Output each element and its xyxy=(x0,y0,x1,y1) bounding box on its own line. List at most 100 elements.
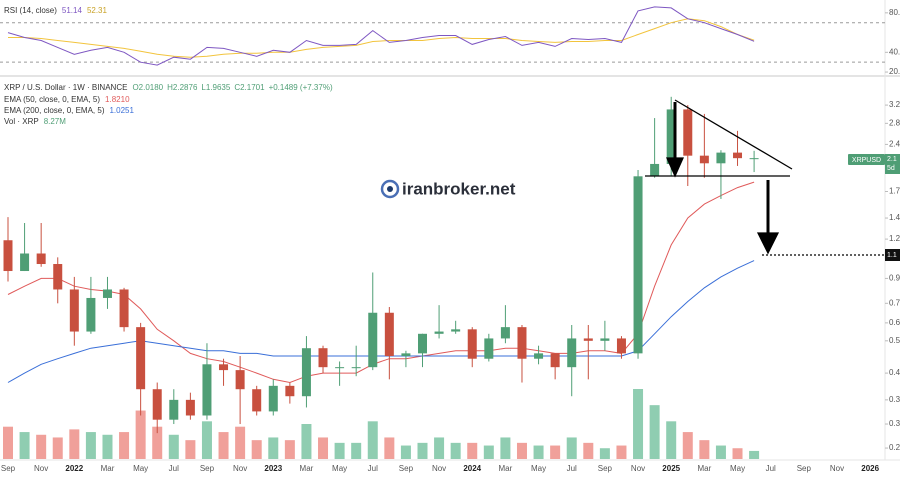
volume-bar xyxy=(85,432,96,459)
volume-bar xyxy=(301,424,312,459)
candle-body xyxy=(434,331,444,334)
candle-body xyxy=(185,399,195,416)
candle-body xyxy=(202,364,212,416)
volume-bar xyxy=(218,432,229,459)
x-tick-label: Nov xyxy=(631,464,645,473)
volume-bar xyxy=(318,437,329,459)
legend-name: EMA (200, close, 0, EMA, 5) xyxy=(4,106,105,115)
candle-body xyxy=(36,253,46,265)
volume-bar xyxy=(268,437,279,459)
x-tick-label: May xyxy=(730,464,745,473)
y-tick-label: 0.26 xyxy=(889,443,900,452)
x-tick-label: Nov xyxy=(233,464,247,473)
candle-body xyxy=(666,109,676,164)
legend-value: 1.8210 xyxy=(105,95,130,104)
candle-body xyxy=(683,109,693,156)
candle-body xyxy=(699,155,709,164)
volume-bar xyxy=(400,445,411,459)
candle-body xyxy=(69,289,79,332)
ohlc-label: +0.1489 (+7.37%) xyxy=(269,83,333,92)
x-tick-label: Sep xyxy=(399,464,414,473)
volume-bar xyxy=(649,405,660,459)
volume-bar xyxy=(583,442,594,459)
candle-body xyxy=(219,364,229,371)
pattern xyxy=(645,99,885,256)
candle-body xyxy=(318,348,328,368)
candle-body xyxy=(268,385,278,412)
volume-bar xyxy=(284,440,295,459)
rsi-tick-label: 80.00 xyxy=(889,8,900,17)
y-tick-label: 0.75 xyxy=(889,298,900,307)
ohlc-label: O2.0180 xyxy=(132,83,163,92)
candle-body xyxy=(749,158,759,160)
candle-body xyxy=(119,289,129,328)
candle-body xyxy=(235,370,245,390)
rsi-ma-line xyxy=(8,18,755,58)
legend-name: Vol · XRP xyxy=(4,117,39,126)
candle-body xyxy=(733,152,743,159)
candle-body xyxy=(102,289,112,298)
candle-body xyxy=(3,240,13,272)
volume-bar xyxy=(550,445,561,459)
watermark-text: iranbroker.net xyxy=(402,179,516,198)
ohlc-label: L1.9635 xyxy=(201,83,230,92)
x-tick-label: Jul xyxy=(368,464,378,473)
candle-body xyxy=(600,338,610,341)
arrow-head xyxy=(756,232,780,255)
x-tick-label: 2022 xyxy=(65,464,83,473)
rsi-title: RSI (14, close) xyxy=(4,6,57,15)
target-tag-text: 1.1 xyxy=(887,252,897,259)
x-tick-label: Jul xyxy=(766,464,776,473)
volume-bar xyxy=(235,426,246,459)
candle-body xyxy=(53,264,63,290)
volume-bar xyxy=(434,437,445,459)
ohlc-label: H2.2876 xyxy=(167,83,198,92)
volume-bar xyxy=(533,445,544,459)
x-tick-label: Mar xyxy=(697,464,711,473)
candle-body xyxy=(650,163,660,177)
x-tick-label: Mar xyxy=(300,464,314,473)
x-tick-label: 2023 xyxy=(264,464,282,473)
candle-body xyxy=(252,389,262,412)
x-tick-label: 2026 xyxy=(861,464,879,473)
volume-bar xyxy=(666,421,677,459)
target-tag xyxy=(885,249,900,261)
price-tag xyxy=(885,154,900,174)
volume-bar xyxy=(633,389,644,459)
x-tick-label: May xyxy=(332,464,347,473)
volume-bar xyxy=(467,442,478,459)
volume-bar xyxy=(52,437,63,459)
volume-bar xyxy=(152,426,163,459)
volume-bar xyxy=(749,450,760,459)
x-tick-label: Nov xyxy=(830,464,844,473)
candle-body xyxy=(616,338,626,354)
y-tick-label: 0.45 xyxy=(889,368,900,377)
candle-body xyxy=(567,338,577,368)
x-tick-label: 2025 xyxy=(662,464,680,473)
y-tick-label: 0.90 xyxy=(889,274,900,283)
y-tick-label: 2.40 xyxy=(889,140,900,149)
candle-body xyxy=(633,176,643,354)
rsi-tick-label: 40.00 xyxy=(889,47,900,56)
candle-body xyxy=(136,327,146,390)
volume-bar xyxy=(19,432,30,459)
x-tick-label: Mar xyxy=(101,464,115,473)
volume-bar xyxy=(102,434,113,459)
y-tick-label: 1.70 xyxy=(889,187,900,196)
y-tick-label: 3.20 xyxy=(889,100,900,109)
y-tick-label: 1.20 xyxy=(889,234,900,243)
candle-body xyxy=(534,353,544,359)
volume-bar xyxy=(201,421,212,459)
volume-bar xyxy=(500,437,511,459)
logo xyxy=(380,179,400,199)
volume-bar xyxy=(599,448,610,459)
candle-body xyxy=(301,348,311,397)
volume-bar xyxy=(36,434,47,459)
ema-line xyxy=(7,260,755,383)
volume-bar xyxy=(351,442,362,459)
candle-body xyxy=(418,333,427,354)
volume-bar xyxy=(566,437,577,459)
